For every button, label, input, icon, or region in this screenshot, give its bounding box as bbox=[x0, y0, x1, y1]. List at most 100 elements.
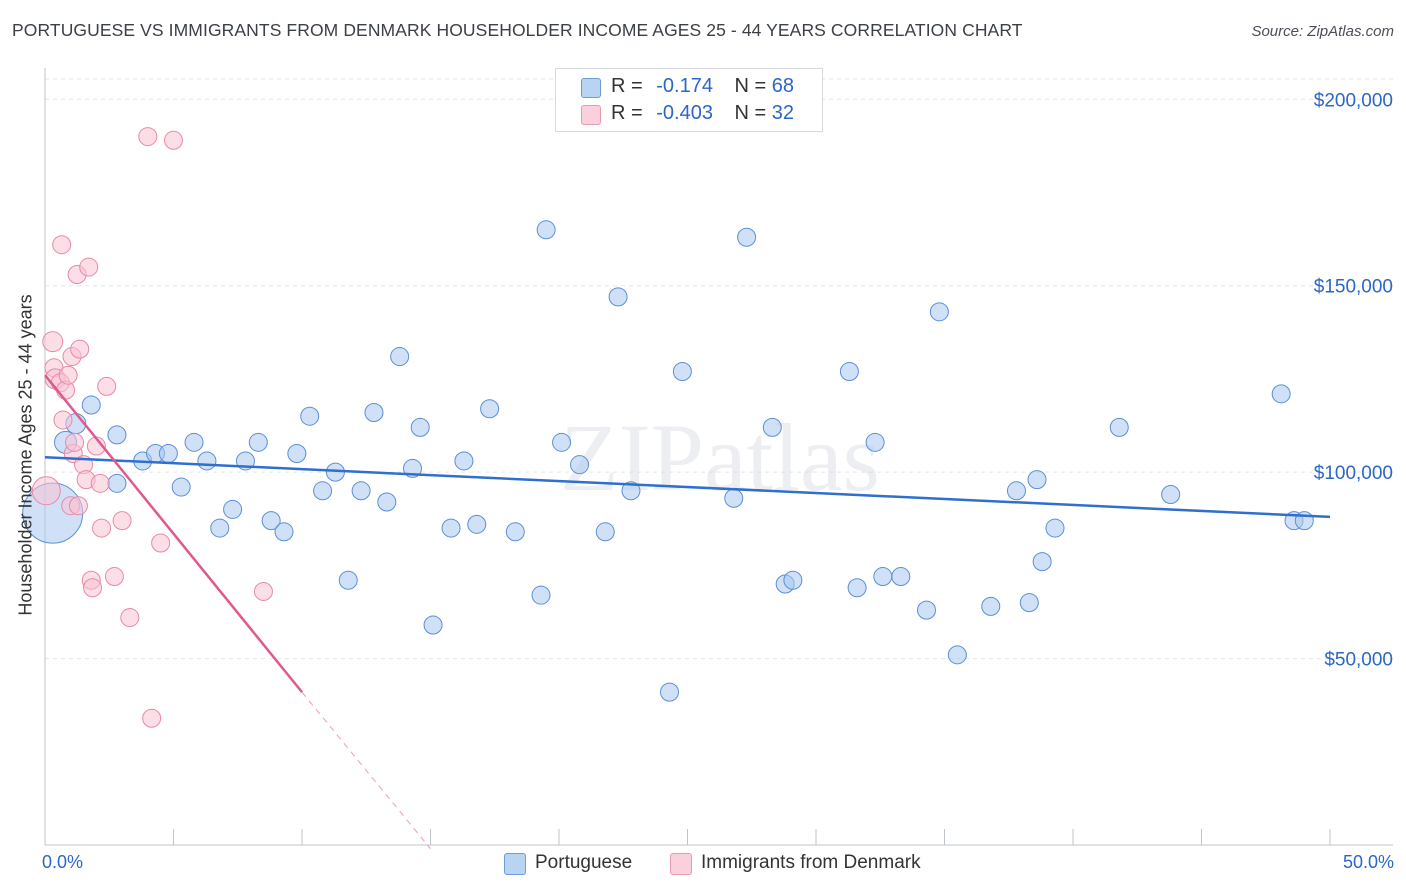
data-point bbox=[142, 708, 162, 728]
data-point bbox=[90, 473, 110, 493]
axes bbox=[44, 68, 1393, 846]
r-label: R = bbox=[611, 75, 643, 97]
data-point bbox=[660, 682, 680, 702]
chart-title: PORTUGUESE VS IMMIGRANTS FROM DENMARK HO… bbox=[12, 20, 1023, 40]
data-point bbox=[364, 402, 384, 422]
data-point bbox=[31, 476, 61, 506]
data-point bbox=[410, 417, 430, 437]
data-point bbox=[377, 492, 397, 512]
data-point bbox=[505, 522, 525, 542]
data-point bbox=[570, 455, 590, 475]
data-point bbox=[467, 514, 487, 534]
data-point bbox=[423, 615, 443, 635]
data-point bbox=[981, 596, 1001, 616]
data-point bbox=[917, 600, 937, 620]
chart-source: Source: ZipAtlas.com bbox=[1251, 23, 1394, 40]
data-point bbox=[1019, 593, 1039, 613]
data-point bbox=[92, 518, 112, 538]
r-label: R = bbox=[611, 102, 643, 124]
data-point bbox=[261, 511, 281, 531]
trend-line-portuguese bbox=[44, 455, 1331, 519]
y-axis-label: Householder Income Ages 25 - 44 years bbox=[15, 294, 36, 616]
data-point bbox=[441, 518, 461, 538]
x-tick-label-max: 50.0% bbox=[1342, 852, 1394, 872]
data-point bbox=[839, 361, 859, 381]
data-point bbox=[351, 481, 371, 501]
data-point bbox=[847, 578, 867, 598]
data-point bbox=[184, 432, 204, 452]
data-point bbox=[52, 235, 72, 255]
correlation-legend: R = -0.174 N = 68 R = -0.403 N = 32 bbox=[555, 68, 823, 132]
legend-stats-denmark: R = -0.403 N = 32 bbox=[611, 102, 794, 125]
data-point bbox=[107, 473, 127, 493]
data-point bbox=[81, 395, 101, 415]
bottom-legend-swatch-portuguese bbox=[504, 853, 526, 875]
data-point bbox=[164, 130, 183, 150]
data-point bbox=[552, 432, 572, 452]
bottom-legend-label-portuguese: Portuguese bbox=[535, 852, 633, 873]
data-point bbox=[79, 257, 99, 277]
n-value: 32 bbox=[771, 102, 795, 124]
data-point bbox=[724, 488, 744, 508]
y-tick-label: $100,000 bbox=[1314, 463, 1393, 484]
n-label: N = bbox=[734, 102, 767, 124]
data-point bbox=[929, 302, 949, 322]
data-point bbox=[158, 444, 178, 463]
data-point bbox=[595, 522, 615, 542]
data-point bbox=[1161, 485, 1181, 505]
data-point bbox=[97, 376, 117, 396]
data-point bbox=[480, 399, 500, 419]
data-point bbox=[65, 432, 85, 452]
trend-line-denmark-extension bbox=[301, 691, 431, 850]
x-tick-label-min: 0.0% bbox=[42, 852, 84, 872]
y-tick-label: $200,000 bbox=[1314, 90, 1393, 111]
legend-swatch-portuguese bbox=[581, 78, 601, 98]
data-points bbox=[22, 127, 1314, 728]
data-point bbox=[151, 533, 171, 553]
data-point bbox=[454, 451, 474, 471]
data-point bbox=[608, 287, 628, 307]
data-point bbox=[223, 499, 243, 519]
data-point bbox=[762, 417, 782, 437]
data-point bbox=[313, 481, 333, 501]
data-point bbox=[248, 432, 268, 452]
data-point bbox=[197, 451, 217, 471]
data-point bbox=[300, 406, 320, 426]
n-label: N = bbox=[734, 75, 767, 97]
legend-stats-portuguese: R = -0.174 N = 68 bbox=[611, 75, 794, 98]
points-denmark bbox=[31, 127, 273, 728]
r-value: -0.174 bbox=[656, 75, 713, 97]
data-point bbox=[58, 365, 78, 385]
gridlines bbox=[45, 78, 1395, 660]
data-point bbox=[338, 570, 358, 590]
data-point bbox=[891, 567, 911, 587]
data-point bbox=[1006, 481, 1026, 501]
n-value: 68 bbox=[771, 75, 795, 97]
data-point bbox=[1271, 384, 1291, 404]
data-point bbox=[287, 444, 307, 463]
data-point bbox=[68, 496, 88, 516]
data-point bbox=[783, 570, 803, 590]
y-tick-label: $150,000 bbox=[1314, 277, 1393, 298]
data-point bbox=[536, 220, 556, 240]
data-point bbox=[171, 477, 191, 497]
data-point bbox=[138, 127, 158, 147]
data-point bbox=[53, 410, 73, 430]
trend-line-denmark bbox=[44, 374, 303, 693]
data-point bbox=[737, 227, 757, 247]
data-point bbox=[112, 511, 132, 531]
y-tick-label: $50,000 bbox=[1324, 650, 1393, 671]
r-value: -0.403 bbox=[656, 102, 713, 124]
data-point bbox=[621, 481, 641, 501]
y-tick-labels: $50,000 $100,000 $150,000 $200,000 bbox=[1314, 90, 1393, 670]
data-point bbox=[1109, 417, 1129, 437]
data-point bbox=[1032, 552, 1052, 572]
data-point bbox=[253, 581, 273, 601]
data-point bbox=[274, 522, 294, 542]
data-point bbox=[42, 331, 64, 353]
data-point bbox=[390, 347, 410, 367]
data-point bbox=[83, 578, 103, 598]
data-point bbox=[865, 432, 885, 452]
data-point bbox=[672, 361, 692, 381]
